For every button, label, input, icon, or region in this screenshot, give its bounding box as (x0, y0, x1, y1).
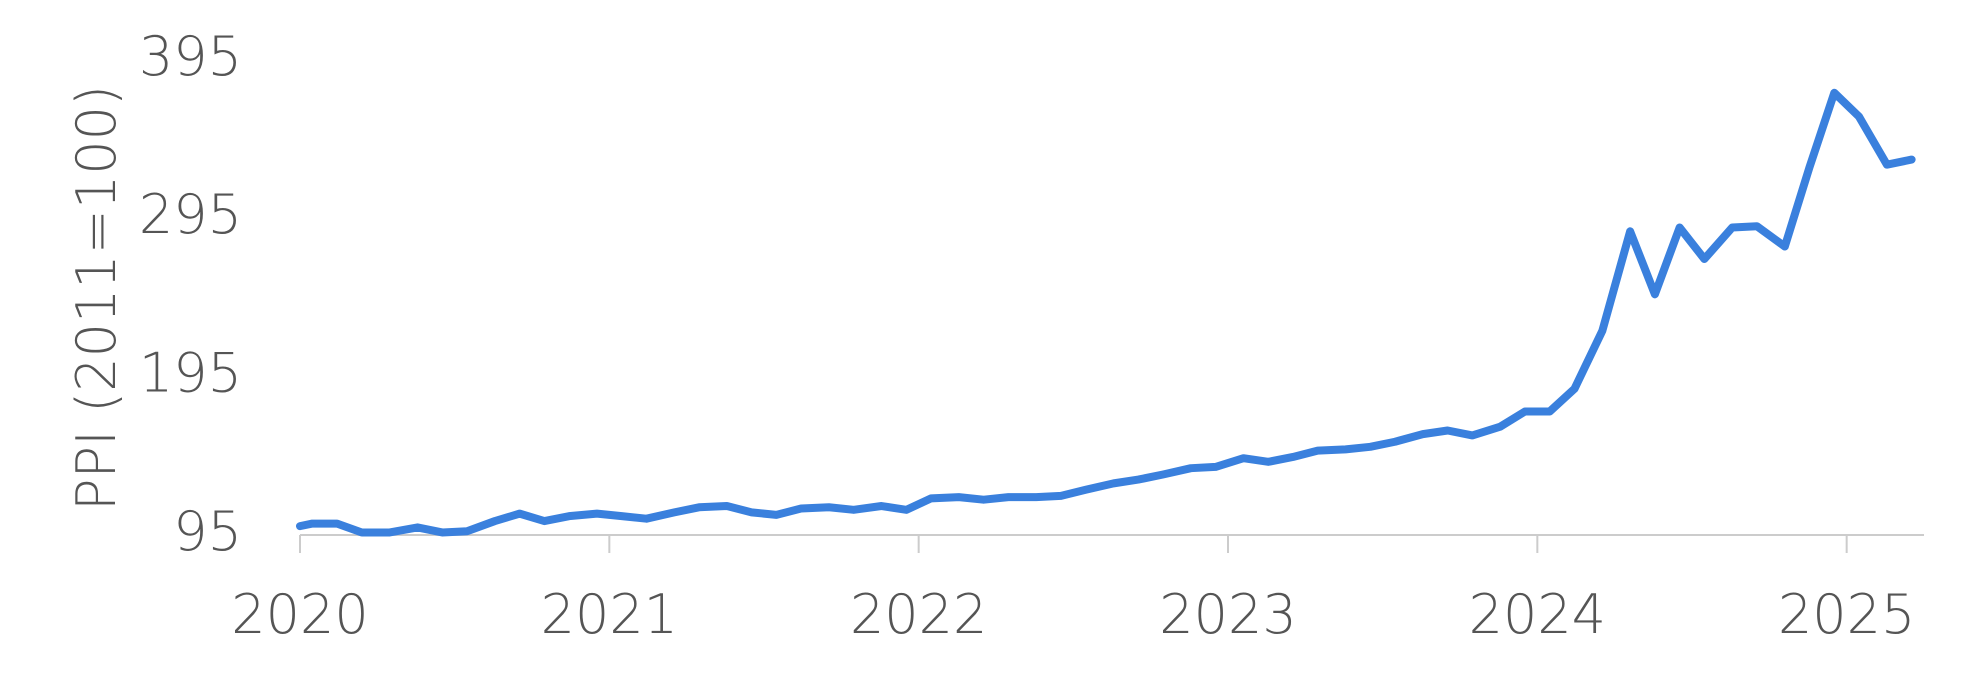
y-tick-label: 95 (173, 500, 242, 563)
x-tick-label: 2020 (231, 583, 368, 646)
x-tick-label: 2025 (1778, 583, 1915, 646)
x-tick-label: 2022 (850, 583, 987, 646)
y-tick-label: 195 (139, 341, 242, 404)
x-tick-label: 2021 (541, 583, 678, 646)
line-series (296, 88, 1916, 537)
y-tick-label: 295 (139, 183, 242, 246)
x-tick-label: 2023 (1159, 583, 1296, 646)
y-axis-label: PPI (2011=100) (65, 85, 128, 511)
y-tick-label: 395 (139, 25, 242, 88)
x-tick-label: 2024 (1469, 583, 1606, 646)
